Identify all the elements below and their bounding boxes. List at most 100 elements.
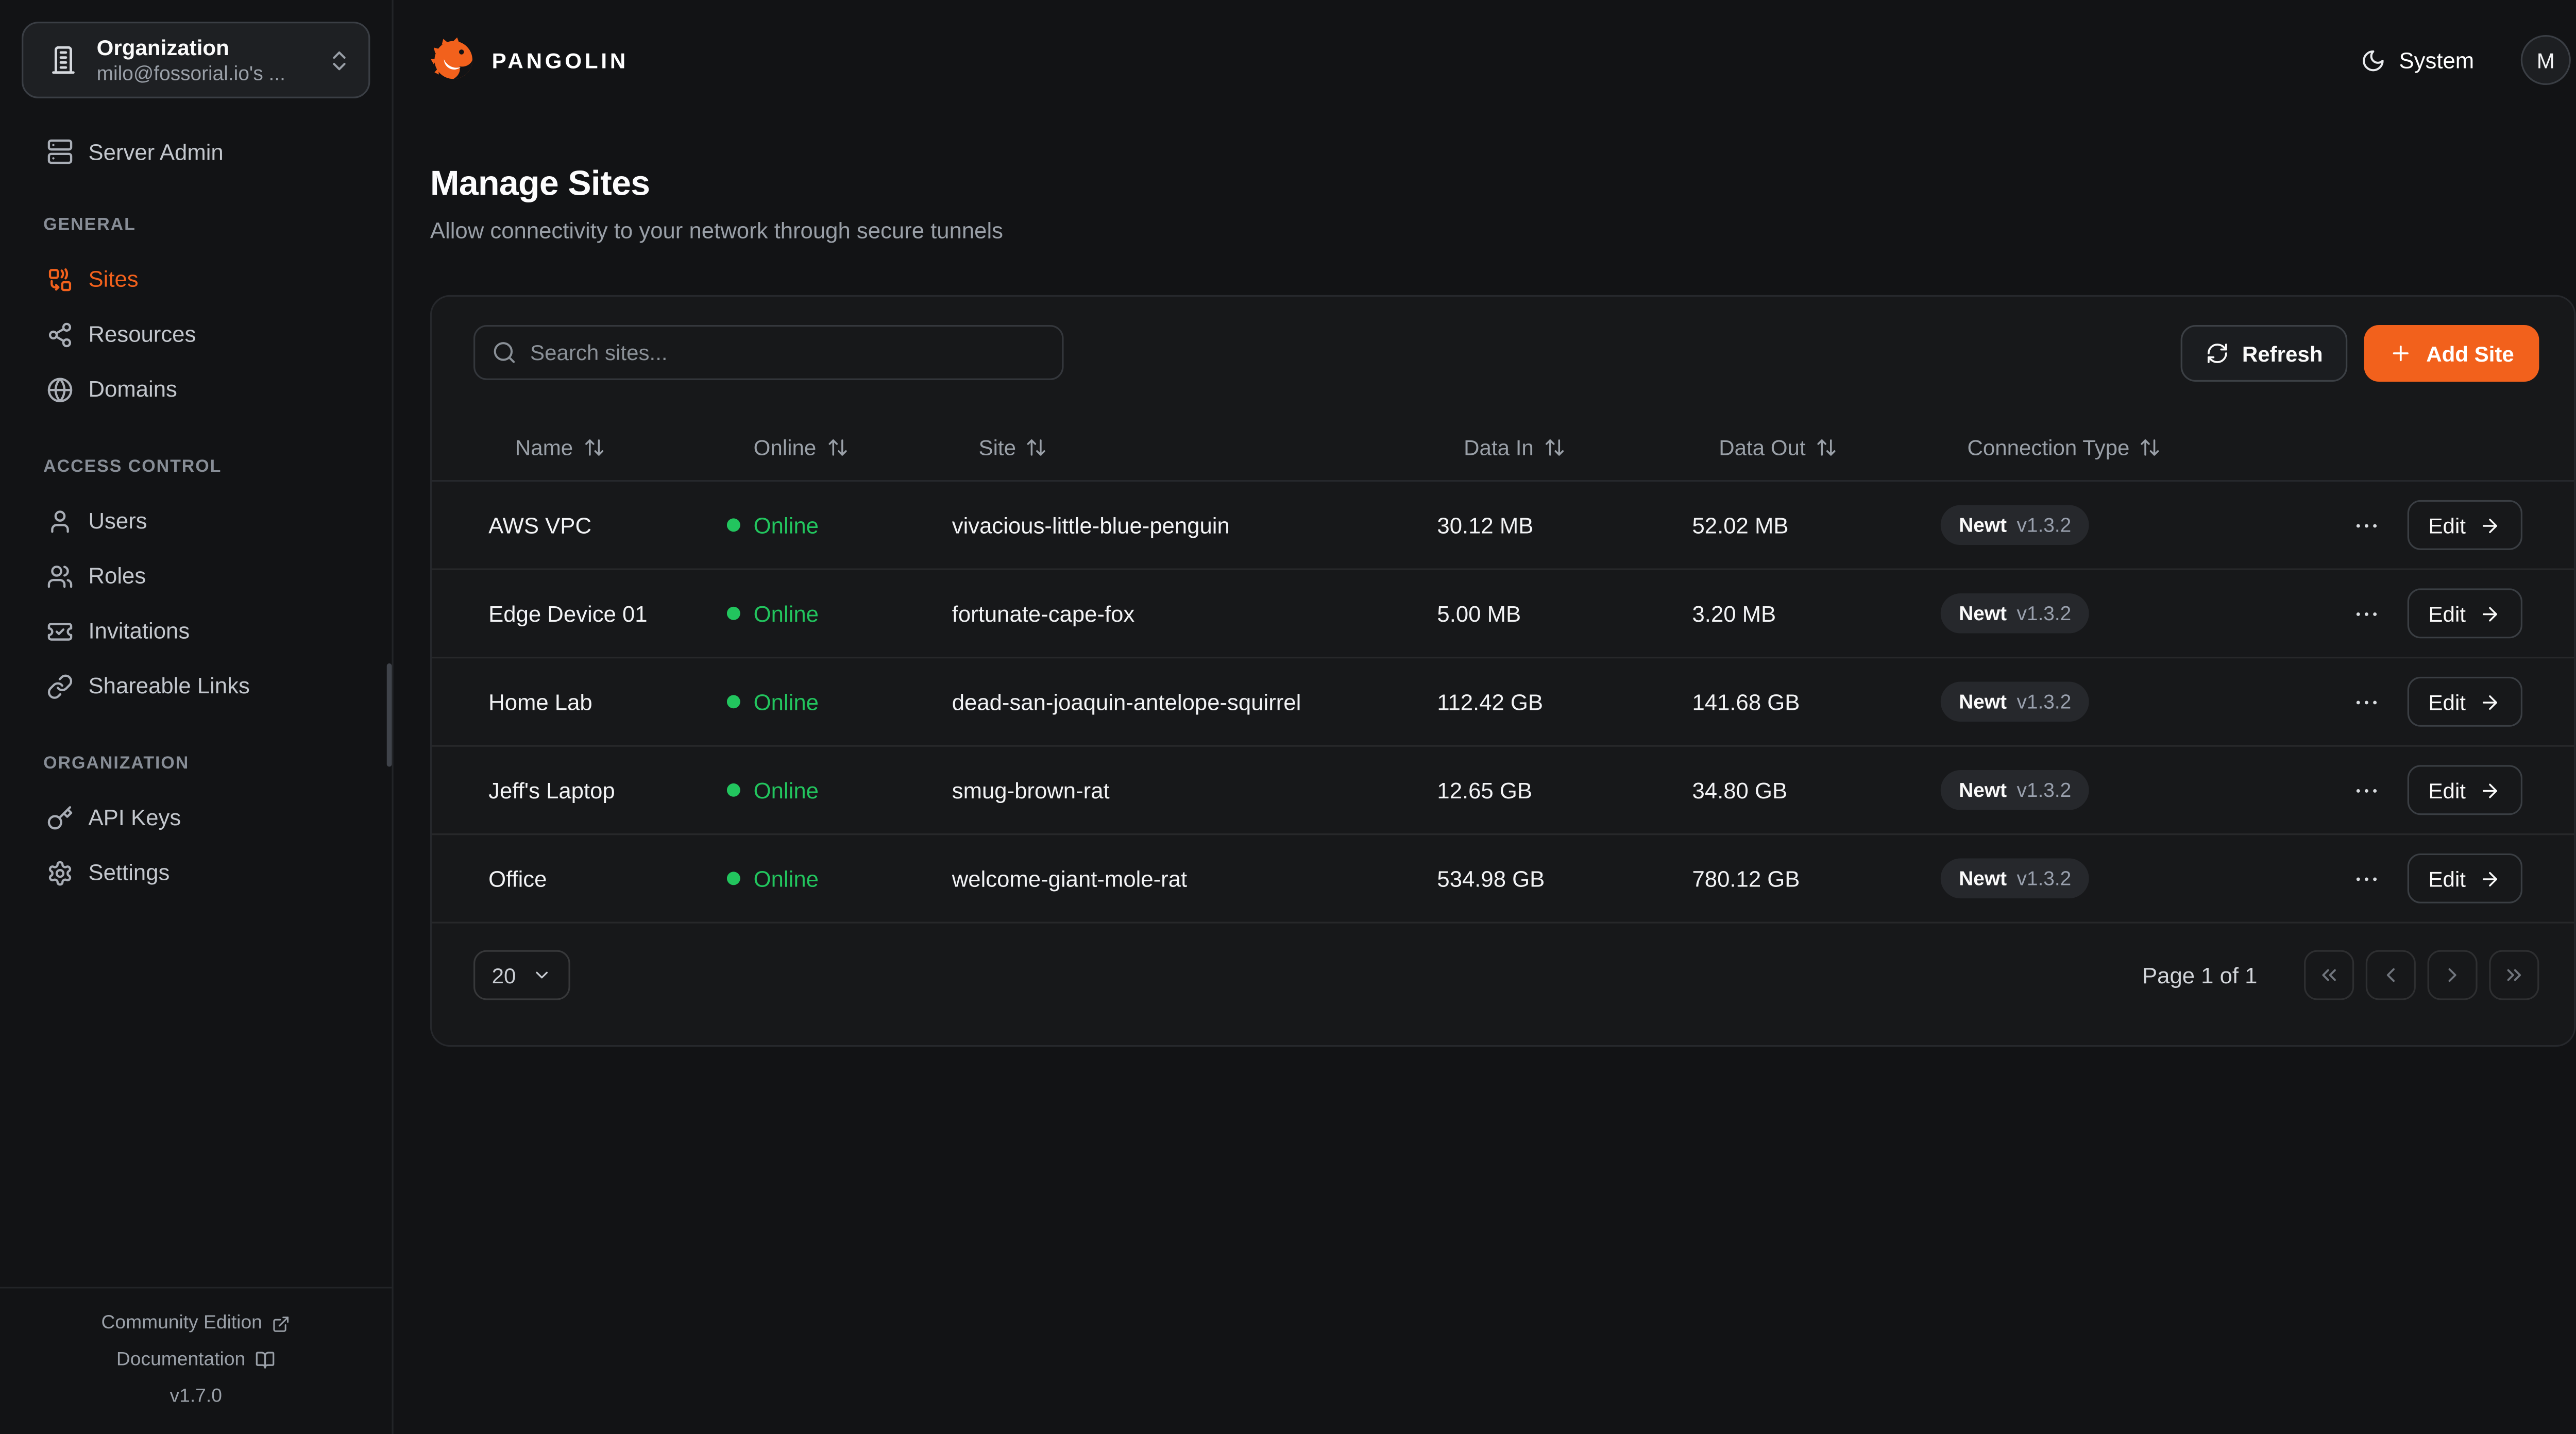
edit-button[interactable]: Edit — [2406, 676, 2523, 727]
cell-name: Jeff's Laptop — [488, 777, 615, 803]
column-header-data-in[interactable]: Data In — [1437, 435, 1692, 460]
column-header-connection-type[interactable]: Connection Type — [1941, 435, 2356, 460]
sidebar-item-domains[interactable]: Domains — [22, 362, 370, 417]
page-size-value: 20 — [492, 962, 516, 988]
add-site-button[interactable]: Add Site — [2364, 325, 2539, 382]
sidebar-item-users[interactable]: Users — [22, 493, 370, 549]
org-selector[interactable]: Organization milo@fossorial.io's ... — [22, 22, 370, 98]
globe-icon — [47, 376, 74, 403]
chevron-left-icon — [2379, 963, 2402, 986]
last-page-button[interactable] — [2489, 950, 2539, 1000]
sidebar-item-label: Domains — [88, 377, 177, 402]
cell-actions: Edit — [2355, 500, 2523, 550]
user-avatar[interactable]: M — [2520, 35, 2571, 86]
table-row: Jeff's Laptop Online smug-brown-rat 12.6… — [432, 747, 2574, 835]
cell-data-out: 34.80 GB — [1692, 777, 1788, 803]
sidebar-item-api-keys[interactable]: API Keys — [22, 790, 370, 845]
edit-button[interactable]: Edit — [2406, 765, 2523, 815]
theme-toggle-button[interactable]: System — [2351, 46, 2484, 74]
online-status-dot — [726, 872, 740, 885]
cell-data-in: 12.65 GB — [1437, 777, 1533, 803]
sidebar-item-label: Invitations — [88, 618, 190, 644]
ticket-check-icon — [47, 618, 74, 644]
pagination-buttons — [2304, 950, 2539, 1000]
table-row: Edge Device 01 Online fortunate-cape-fox… — [432, 570, 2574, 659]
column-header-name[interactable]: Name — [488, 435, 727, 460]
ellipsis-icon — [2355, 513, 2378, 538]
pagination-bar: 20 Page 1 of 1 — [432, 924, 2574, 1045]
cell-actions: Edit — [2355, 588, 2523, 639]
online-status-dot — [726, 695, 740, 709]
edit-button[interactable]: Edit — [2406, 500, 2523, 550]
chevron-right-icon — [2441, 963, 2464, 986]
sidebar-item-settings[interactable]: Settings — [22, 845, 370, 900]
row-menu-button[interactable] — [2355, 598, 2381, 629]
connection-type-version: v1.3.2 — [2016, 866, 2072, 891]
sidebar-item-roles[interactable]: Roles — [22, 549, 370, 604]
online-status-label: Online — [753, 513, 819, 538]
refresh-button[interactable]: Refresh — [2180, 325, 2348, 382]
link-icon — [47, 673, 74, 699]
sidebar-item-resources[interactable]: Resources — [22, 306, 370, 362]
cell-name: Office — [488, 866, 547, 891]
pangolin-logo-icon — [430, 37, 477, 83]
sidebar-section-general: GENERAL — [43, 215, 136, 235]
cell-name: Edge Device 01 — [488, 601, 648, 626]
page-info: Page 1 of 1 — [2142, 962, 2258, 988]
connection-type-version: v1.3.2 — [2016, 602, 2072, 625]
chevrons-right-icon — [2502, 963, 2526, 986]
cell-data-out: 52.02 MB — [1692, 513, 1789, 538]
sidebar-item-label: API Keys — [88, 805, 181, 830]
edit-button-label: Edit — [2428, 866, 2466, 891]
online-status-label: Online — [753, 866, 819, 891]
cell-actions: Edit — [2355, 853, 2523, 903]
refresh-label: Refresh — [2242, 340, 2323, 366]
cell-actions: Edit — [2355, 676, 2523, 727]
sort-icon — [583, 437, 605, 458]
book-open-icon — [256, 1350, 276, 1370]
connection-type-badge: Newt v1.3.2 — [1940, 593, 2090, 634]
previous-page-button[interactable] — [2365, 950, 2416, 1000]
connection-type-version: v1.3.2 — [2016, 513, 2072, 537]
next-page-button[interactable] — [2427, 950, 2478, 1000]
moon-icon — [2361, 47, 2386, 73]
row-menu-button[interactable] — [2355, 686, 2381, 718]
column-label: Data In — [1464, 435, 1534, 460]
edit-button-label: Edit — [2428, 777, 2466, 803]
column-header-site[interactable]: Site — [952, 435, 1437, 460]
sidebar-item-invitations[interactable]: Invitations — [22, 603, 370, 658]
edit-button-label: Edit — [2428, 601, 2466, 626]
cell-actions: Edit — [2355, 765, 2523, 815]
column-header-data-out[interactable]: Data Out — [1692, 435, 1941, 460]
edit-button-label: Edit — [2428, 513, 2466, 538]
online-status-dot — [726, 606, 740, 620]
row-menu-button[interactable] — [2355, 509, 2381, 541]
ellipsis-icon — [2355, 778, 2378, 803]
sidebar-item-label: Roles — [88, 563, 146, 589]
online-status-label: Online — [753, 601, 819, 626]
online-status-dot — [726, 783, 740, 797]
sidebar-scrollbar-thumb[interactable] — [386, 663, 392, 767]
table-header-row: Name Online Site Data In — [432, 415, 2574, 482]
edit-button-label: Edit — [2428, 689, 2466, 714]
row-menu-button[interactable] — [2355, 774, 2381, 806]
page-size-select[interactable]: 20 — [473, 950, 571, 1000]
page-subtitle: Allow connectivity to your network throu… — [430, 218, 1004, 244]
documentation-link[interactable]: Documentation — [0, 1342, 392, 1378]
community-edition-link[interactable]: Community Edition — [0, 1305, 392, 1342]
row-menu-button[interactable] — [2355, 863, 2381, 894]
sidebar-item-sites[interactable]: Sites — [22, 252, 370, 307]
first-page-button[interactable] — [2304, 950, 2354, 1000]
connection-type-version: v1.3.2 — [2016, 690, 2072, 713]
sidebar-item-shareable-links[interactable]: Shareable Links — [22, 658, 370, 713]
documentation-label: Documentation — [116, 1350, 246, 1370]
edit-button[interactable]: Edit — [2406, 588, 2523, 639]
column-header-online[interactable]: Online — [727, 435, 952, 460]
edit-button[interactable]: Edit — [2406, 853, 2523, 903]
sidebar-item-server-admin[interactable]: Server Admin — [22, 128, 370, 175]
brand-logo[interactable]: PANGOLIN — [430, 37, 629, 83]
cell-data-out: 3.20 MB — [1692, 601, 1776, 626]
sort-icon — [1026, 437, 1047, 458]
search-input[interactable] — [473, 325, 1064, 380]
cell-connection-type: Newt v1.3.2 — [1940, 593, 2356, 634]
